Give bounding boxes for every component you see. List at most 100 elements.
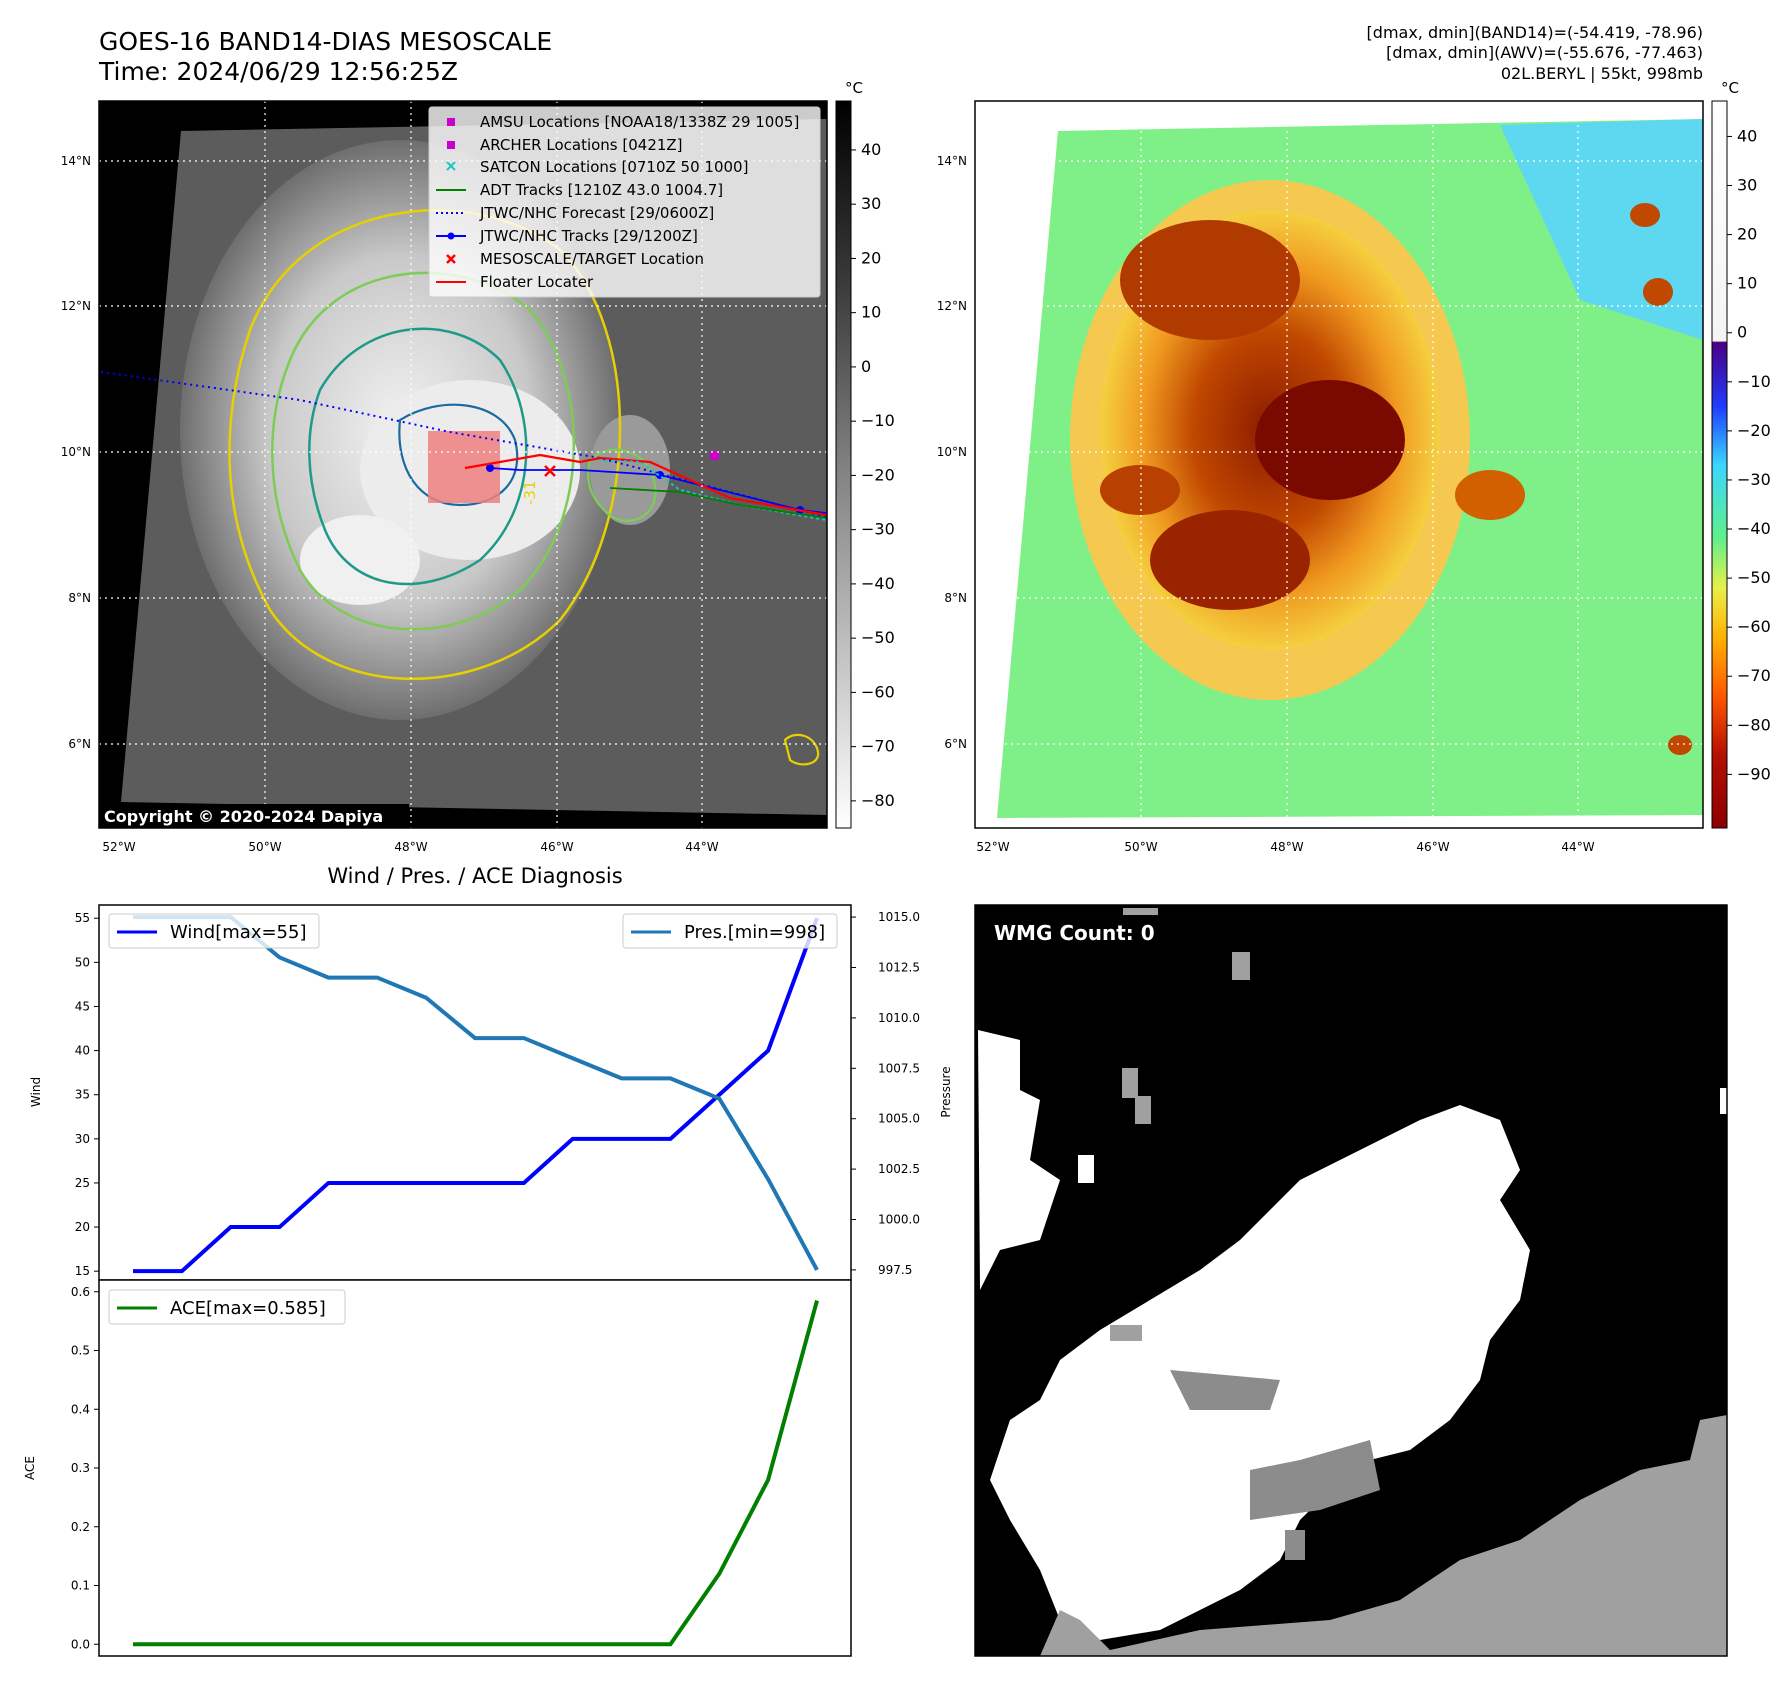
ir-legend: AMSU Locations [NOAA18/1338Z 29 1005] AR… <box>428 106 821 298</box>
gray-colorbar: °C 40 30 20 10 0 −10 −20 −30 −40 −50 −60 −70 −80 <box>835 79 895 829</box>
legend-adt: ADT Tracks [1210Z 43.0 1004.7] <box>480 181 723 199</box>
satcon-track <box>599 459 827 521</box>
wind-legend: Wind[max=55] <box>170 922 307 943</box>
gray-colorbar-tick-label: 40 <box>861 140 881 159</box>
ir-lon-46: 46°W <box>540 840 573 854</box>
ace-tick-label: 0.1 <box>71 1579 90 1593</box>
color-lat-12: 12°N <box>937 299 967 313</box>
gray-colorbar-tick-label: −30 <box>861 520 895 539</box>
gray-colorbar-tick-label: −60 <box>861 682 895 701</box>
legend-archer-swatch <box>447 141 455 149</box>
wmg-panel: WMG Count: 0 <box>974 904 1728 1657</box>
wind-tick-label: 40 <box>75 1044 90 1058</box>
gray-colorbar-tick-label: −50 <box>861 628 895 647</box>
legend-amsu-swatch <box>447 118 455 126</box>
ace-tick-label: 0.4 <box>71 1402 90 1416</box>
legend-satcon-swatch <box>446 161 456 171</box>
pres-tick-label: 1010.0 <box>878 1011 920 1025</box>
wmg-count: WMG Count: 0 <box>994 921 1155 945</box>
ir-lon-50: 50°W <box>248 840 281 854</box>
ace-tick-label: 0.0 <box>71 1637 90 1651</box>
color-colorbar-tick-label: −60 <box>1737 617 1771 636</box>
gray-colorbar-tick-label: 10 <box>861 303 881 322</box>
ace-tick-label: 0.6 <box>71 1285 90 1299</box>
wind-tick-label: 25 <box>75 1176 90 1190</box>
ace-chart: 0.6 0.5 0.4 0.3 0.2 0.1 0.0 ACE ACE[max=0.585] <box>23 1279 852 1657</box>
color-lat-10: 10°N <box>937 445 967 459</box>
pres-tick-label: 1012.5 <box>878 961 920 975</box>
gray-colorbar-tick-label: 20 <box>861 248 881 267</box>
color-lon-46: 46°W <box>1416 840 1449 854</box>
legend-amsu: AMSU Locations [NOAA18/1338Z 29 1005] <box>480 113 799 131</box>
target-marker <box>544 465 556 477</box>
wind-tick-label: 50 <box>75 955 90 969</box>
gray-colorbar-tick-label: 30 <box>861 194 881 213</box>
color-colorbar-tick-label: 10 <box>1737 274 1757 293</box>
color-colorbar-unit: °C <box>1721 79 1739 97</box>
pres-ylabel: Pressure <box>939 1066 953 1117</box>
color-lon-48: 48°W <box>1270 840 1303 854</box>
adt-track <box>609 487 827 519</box>
stats-band14: [dmax, dmin](BAND14)=(-54.419, -78.96) <box>1367 23 1703 42</box>
wind-tick-label: 35 <box>75 1088 90 1102</box>
color-lat-14: 14°N <box>937 154 967 168</box>
wind-ylabel: Wind <box>29 1077 43 1107</box>
wind-tick-label: 15 <box>75 1264 90 1278</box>
figure-time: Time: 2024/06/29 12:56:25Z <box>98 57 458 86</box>
color-lat-6: 6°N <box>944 737 967 751</box>
legend-floater: Floater Locater <box>480 273 594 291</box>
gray-colorbar-tick-label: −80 <box>861 791 895 810</box>
ir-lat-12: 12°N <box>61 299 91 313</box>
ir-map-panel: -31 Copyright © 2020-2 <box>61 100 828 854</box>
ir-lon-48: 48°W <box>394 840 427 854</box>
color-colorbar-tick-label: 40 <box>1737 126 1757 145</box>
color-colorbar-tick-label: −80 <box>1737 715 1771 734</box>
color-gridlines <box>975 101 1703 828</box>
wind-pressure-chart: 55 50 45 40 35 30 25 20 15 1015.0 1012.5 1010.0 100… <box>29 904 953 1281</box>
stats-awv: [dmax, dmin](AWV)=(-55.676, -77.463) <box>1386 43 1703 62</box>
ace-legend: ACE[max=0.585] <box>170 1298 326 1319</box>
gray-colorbar-tick-label: −40 <box>861 574 895 593</box>
color-colorbar-tick-label: 30 <box>1737 176 1757 195</box>
legend-satcon: SATCON Locations [0710Z 50 1000] <box>480 158 748 176</box>
legend-archer: ARCHER Locations [0421Z] <box>480 136 683 154</box>
legend-tracks: JTWC/NHC Tracks [29/1200Z] <box>479 227 698 245</box>
floater-track <box>464 453 827 517</box>
figure-title: GOES-16 BAND14-DIAS MESOSCALE <box>99 27 552 56</box>
legend-target: MESOSCALE/TARGET Location <box>480 250 704 268</box>
gray-colorbar-unit: °C <box>845 79 863 97</box>
pres-tick-label: 1005.0 <box>878 1112 920 1126</box>
pres-tick-label: 1015.0 <box>878 910 920 924</box>
legend-target-swatch <box>446 254 456 264</box>
ir-lat-14: 14°N <box>61 154 91 168</box>
color-colorbar-tick-label: −50 <box>1737 568 1771 587</box>
color-colorbar-tick-label: −70 <box>1737 666 1771 685</box>
copyright: Copyright © 2020-2024 Dapiya <box>104 807 383 826</box>
color-colorbar-tick-label: −30 <box>1737 470 1771 489</box>
wmg-white-region <box>990 1105 1530 1640</box>
pres-tick-label: 1007.5 <box>878 1061 920 1075</box>
ir-lat-8: 8°N <box>68 591 91 605</box>
color-colorbar-tick-label: −10 <box>1737 372 1771 391</box>
ace-tick-label: 0.5 <box>71 1344 90 1358</box>
color-map-panel: 14°N 12°N 10°N 8°N 6°N 52°W 50°W 48°W 46… <box>937 100 1704 854</box>
diag-title: Wind / Pres. / ACE Diagnosis <box>327 864 622 888</box>
ace-ylabel: ACE <box>23 1456 37 1480</box>
color-lon-44: 44°W <box>1561 840 1594 854</box>
color-lon-50: 50°W <box>1124 840 1157 854</box>
wmg-gray-region <box>1040 1415 1727 1656</box>
ace-tick-label: 0.2 <box>71 1520 90 1534</box>
contour-label: -31 <box>521 481 539 506</box>
ir-lat-6: 6°N <box>68 737 91 751</box>
color-colorbar-tick-label: −20 <box>1737 421 1771 440</box>
gray-colorbar-tick-label: −20 <box>861 465 895 484</box>
forecast-track <box>100 371 827 518</box>
storm-info: 02L.BERYL | 55kt, 998mb <box>1501 64 1703 83</box>
gray-colorbar-tick-label: −10 <box>861 411 895 430</box>
pres-tick-label: 1000.0 <box>878 1213 920 1227</box>
amsu-marker <box>710 451 719 460</box>
wind-tick-label: 30 <box>75 1132 90 1146</box>
gray-colorbar-tick-label: −70 <box>861 737 895 756</box>
wind-tick-label: 45 <box>75 999 90 1013</box>
wind-tick-label: 20 <box>75 1220 90 1234</box>
